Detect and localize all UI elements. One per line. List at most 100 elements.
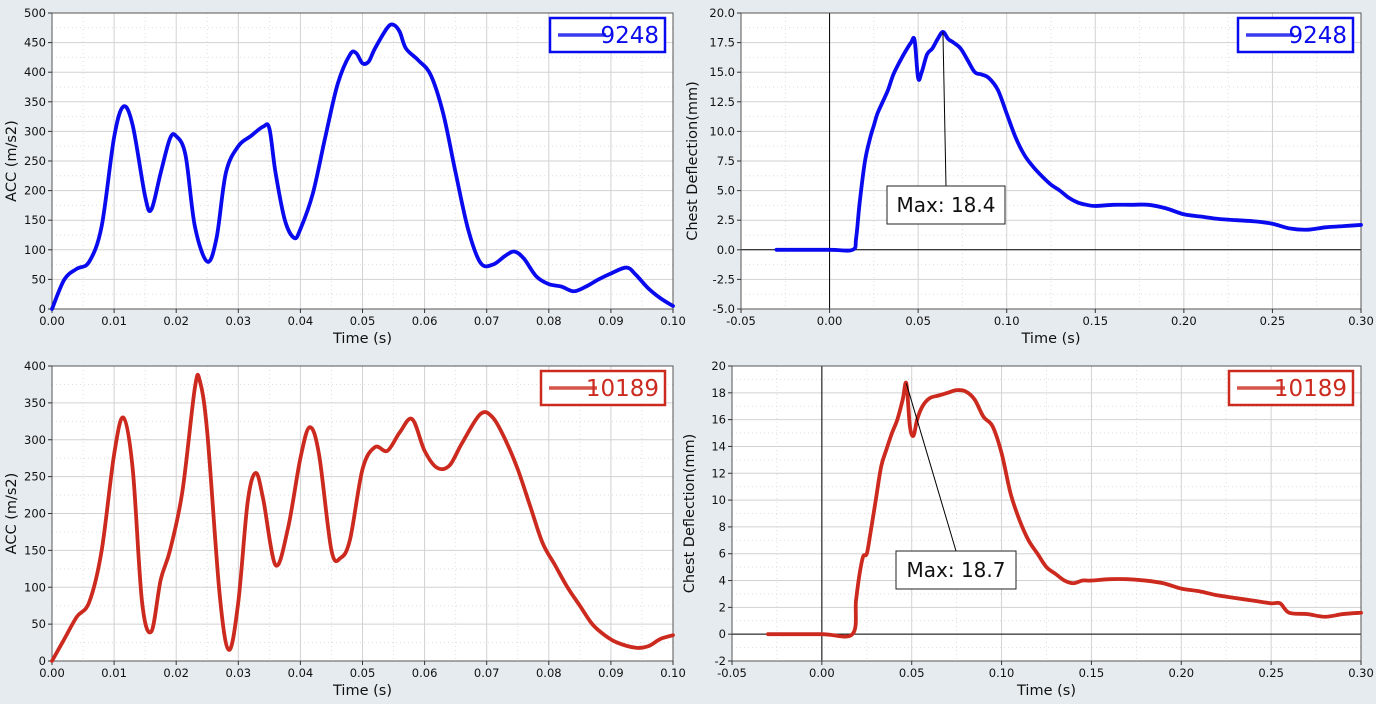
y-tick-label: 100 bbox=[24, 580, 46, 594]
y-tick-label: 0.0 bbox=[717, 243, 735, 257]
y-tick-label: 150 bbox=[24, 543, 46, 557]
y-tick-label: 0 bbox=[39, 654, 46, 668]
series-line-9248 bbox=[774, 30, 1363, 253]
x-tick-label: 0.01 bbox=[101, 666, 127, 680]
x-tick-label: 0.10 bbox=[989, 666, 1015, 680]
x-tick-label: 0.10 bbox=[994, 314, 1020, 328]
x-tick-label: 0.15 bbox=[1079, 666, 1105, 680]
y-tick-label: 5.0 bbox=[717, 184, 735, 198]
x-tick-label: 0.04 bbox=[288, 314, 314, 328]
chart-4: -0.05 0.00 0.05 0.10 0.15 0.20 0.25 0.30 -2 0 2 4 6 8… bbox=[682, 359, 1374, 699]
y-tick-label: 150 bbox=[24, 213, 46, 227]
annotation-text: Max: 18.7 bbox=[907, 558, 1006, 582]
x-tick-label: 0.05 bbox=[905, 314, 931, 328]
y-tick-label: 300 bbox=[24, 433, 46, 447]
x-tick-label: 0.03 bbox=[225, 314, 251, 328]
x-tick-label: 0.02 bbox=[163, 314, 189, 328]
y-tick-label: -5.0 bbox=[713, 302, 735, 316]
legend-label: 9248 bbox=[600, 23, 659, 49]
x-tick-label: 0.10 bbox=[660, 666, 686, 680]
x-tick-label: 0.25 bbox=[1260, 314, 1286, 328]
legend-box bbox=[548, 16, 667, 54]
x-tick-label: 0.00 bbox=[39, 666, 65, 680]
y-tick-label: 17.5 bbox=[709, 36, 735, 50]
x-tick-label: 0.06 bbox=[412, 666, 438, 680]
y-tick-label: 0 bbox=[39, 302, 46, 316]
x-tick-label: 0.07 bbox=[474, 666, 500, 680]
y-axis-label: ACC (m/s2) bbox=[4, 120, 20, 202]
x-tick-label: -0.05 bbox=[726, 314, 756, 328]
legend-label: 10189 bbox=[586, 376, 659, 402]
annotation-box bbox=[886, 185, 1006, 225]
x-tick-label: 0.10 bbox=[660, 314, 686, 328]
x-tick-label: 0.03 bbox=[225, 666, 251, 680]
y-tick-label: 4 bbox=[719, 574, 726, 588]
y-tick-label: 6 bbox=[719, 547, 726, 561]
y-tick-label: -2 bbox=[715, 654, 726, 668]
x-tick-label: 0.01 bbox=[101, 314, 127, 328]
series-line-10189 bbox=[50, 372, 675, 663]
annotation-box bbox=[895, 550, 1017, 590]
x-tick-label: 0.09 bbox=[598, 314, 624, 328]
y-tick-label: 300 bbox=[24, 124, 46, 138]
y-tick-label: 350 bbox=[24, 396, 46, 410]
x-tick-label: 0.07 bbox=[474, 314, 500, 328]
y-tick-label: 350 bbox=[24, 95, 46, 109]
y-tick-label: 15.0 bbox=[709, 65, 735, 79]
x-tick-label: 0.00 bbox=[809, 666, 835, 680]
annotation-text: Max: 18.4 bbox=[897, 193, 996, 217]
y-tick-label: 250 bbox=[24, 470, 46, 484]
x-tick-label: 0.05 bbox=[899, 666, 925, 680]
x-axis-label: Time (s) bbox=[332, 683, 392, 699]
y-axis-label: ACC (m/s2) bbox=[4, 473, 20, 555]
y-tick-label: 450 bbox=[24, 36, 46, 50]
y-tick-label: 12 bbox=[711, 466, 726, 480]
legend: 9248 bbox=[548, 16, 667, 54]
x-tick-label: 0.05 bbox=[350, 666, 376, 680]
y-tick-label: 50 bbox=[31, 617, 46, 631]
x-tick-label: 0.30 bbox=[1348, 666, 1374, 680]
x-tick-label: 0.00 bbox=[817, 314, 843, 328]
x-tick-label: 0.04 bbox=[288, 666, 314, 680]
y-tick-label: 12.5 bbox=[709, 95, 735, 109]
x-tick-label: -0.05 bbox=[717, 666, 747, 680]
legend: 10189 bbox=[1227, 369, 1355, 407]
y-axis-label: Chest Deflection(mm) bbox=[682, 434, 698, 594]
y-tick-label: 2 bbox=[719, 600, 726, 614]
legend-label: 9248 bbox=[1288, 23, 1347, 49]
y-tick-label: -2.5 bbox=[713, 272, 735, 286]
max-annotation: Max: 18.7 bbox=[895, 383, 1017, 590]
x-tick-label: 0.08 bbox=[536, 666, 562, 680]
series-line-10189 bbox=[766, 380, 1363, 639]
y-tick-label: 14 bbox=[711, 439, 726, 453]
x-tick-label: 0.30 bbox=[1348, 314, 1374, 328]
y-tick-label: 250 bbox=[24, 154, 46, 168]
plot-frame bbox=[731, 365, 1362, 662]
annotation-leader bbox=[905, 383, 957, 552]
x-tick-label: 0.15 bbox=[1082, 314, 1108, 328]
y-tick-label: 2.5 bbox=[717, 213, 735, 227]
x-tick-label: 0.20 bbox=[1171, 314, 1197, 328]
x-tick-label: 0.25 bbox=[1258, 666, 1284, 680]
y-axis-label: Chest Deflection(mm) bbox=[685, 81, 701, 241]
y-tick-label: 8 bbox=[719, 520, 726, 534]
x-tick-label: 0.05 bbox=[350, 314, 376, 328]
x-axis-label: Time (s) bbox=[1016, 683, 1076, 699]
x-tick-label: 0.08 bbox=[536, 314, 562, 328]
y-tick-label: 400 bbox=[24, 65, 46, 79]
x-axis-label: Time (s) bbox=[1021, 331, 1081, 347]
y-tick-label: 10 bbox=[711, 493, 726, 507]
y-tick-label: 500 bbox=[24, 6, 46, 20]
x-tick-label: 0.06 bbox=[412, 314, 438, 328]
max-annotation: Max: 18.4 bbox=[886, 31, 1006, 225]
y-tick-label: 200 bbox=[24, 507, 46, 521]
series-line-9248 bbox=[50, 22, 675, 311]
x-tick-label: 0.00 bbox=[39, 314, 65, 328]
y-tick-label: 400 bbox=[24, 359, 46, 373]
chart-3: 0.00 0.01 0.02 0.03 0.04 0.05 0.06 0.07 0.08 0.09… bbox=[4, 359, 686, 699]
y-tick-label: 100 bbox=[24, 243, 46, 257]
y-tick-label: 20 bbox=[711, 359, 726, 373]
y-tick-label: 20.0 bbox=[709, 6, 735, 20]
y-tick-label: 18 bbox=[711, 386, 726, 400]
